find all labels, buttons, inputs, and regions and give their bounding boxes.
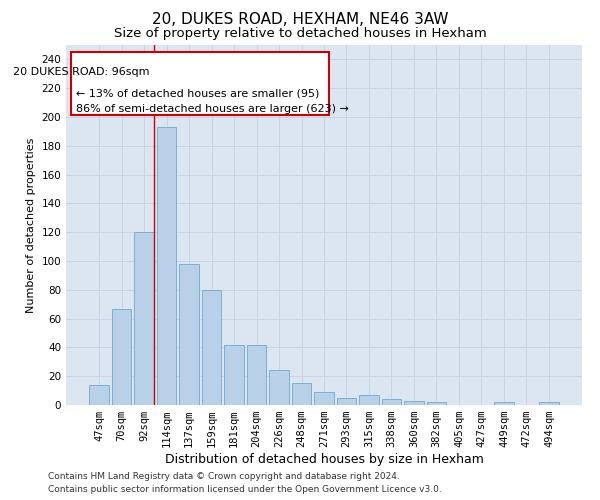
Bar: [494, 402, 514, 405]
Text: 86% of semi-detached houses are larger (623) →: 86% of semi-detached houses are larger (…: [76, 104, 349, 114]
Bar: [112, 308, 131, 405]
X-axis label: Distribution of detached houses by size in Hexham: Distribution of detached houses by size …: [164, 453, 484, 466]
Bar: [269, 370, 289, 405]
Text: Contains HM Land Registry data © Crown copyright and database right 2024.: Contains HM Land Registry data © Crown c…: [48, 472, 400, 481]
Bar: [179, 264, 199, 405]
Bar: [224, 344, 244, 405]
Bar: [202, 290, 221, 405]
Bar: [539, 402, 559, 405]
FancyBboxPatch shape: [71, 52, 329, 115]
Bar: [292, 384, 311, 405]
Bar: [134, 232, 154, 405]
Bar: [89, 385, 109, 405]
Bar: [247, 344, 266, 405]
Bar: [404, 400, 424, 405]
Bar: [427, 402, 446, 405]
Bar: [157, 127, 176, 405]
Bar: [337, 398, 356, 405]
Bar: [314, 392, 334, 405]
Text: Size of property relative to detached houses in Hexham: Size of property relative to detached ho…: [113, 28, 487, 40]
Text: 20 DUKES ROAD: 96sqm: 20 DUKES ROAD: 96sqm: [13, 68, 150, 78]
Text: 20, DUKES ROAD, HEXHAM, NE46 3AW: 20, DUKES ROAD, HEXHAM, NE46 3AW: [152, 12, 448, 28]
Y-axis label: Number of detached properties: Number of detached properties: [26, 138, 36, 312]
Text: Contains public sector information licensed under the Open Government Licence v3: Contains public sector information licen…: [48, 485, 442, 494]
Text: ← 13% of detached houses are smaller (95): ← 13% of detached houses are smaller (95…: [76, 88, 320, 98]
Bar: [359, 395, 379, 405]
Bar: [382, 399, 401, 405]
